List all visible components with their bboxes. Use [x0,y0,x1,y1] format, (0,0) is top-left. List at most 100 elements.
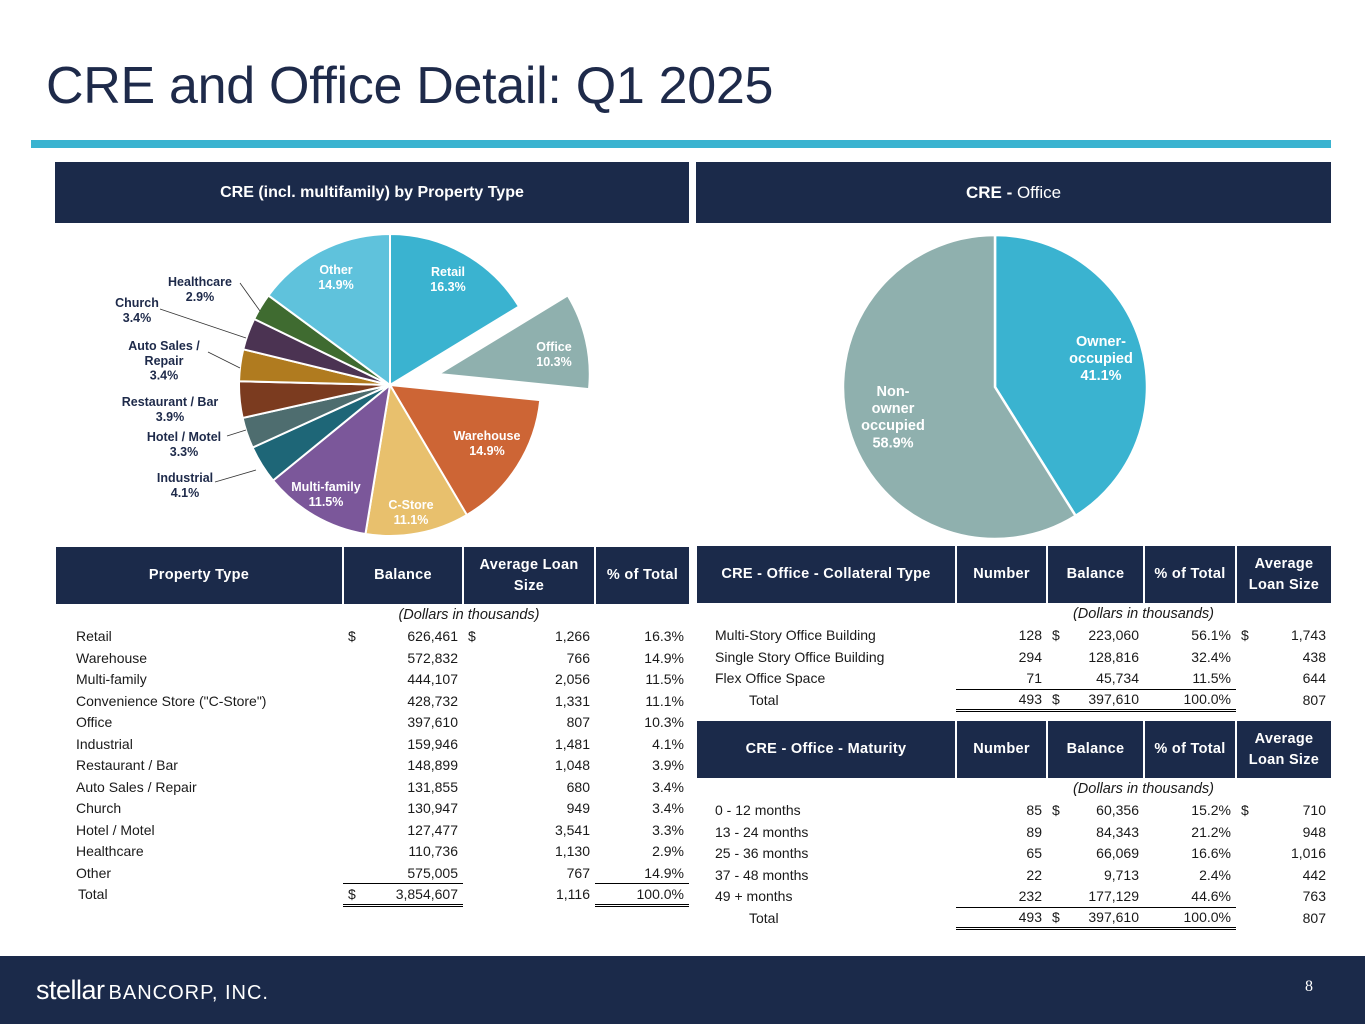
average-loan-size-cell: 1,481 [463,733,595,755]
average-loan-size-cell: 949 [463,798,595,820]
cell-value: 442 [1302,866,1326,883]
average-loan-size-cell: $1,743 [1236,625,1331,647]
average-loan-size-cell: 1,130 [463,841,595,863]
pct-total-cell: 16.6% [1191,845,1231,862]
balance-cell: 131,855 [343,776,463,798]
pie-label-auto-sales-repair-line: Auto Sales / [128,339,200,353]
pct-total-cell: 2.4% [1199,866,1231,883]
pct-total-cell: 11.5% [1144,667,1236,690]
table-row: Other 575,005 767 14.9% [56,862,689,884]
balance-cell: 66,069 [1047,843,1144,865]
pie-label-restaurant-bar-line: Restaurant / Bar [122,395,219,409]
col-header-average-loan-size: Average Loan Size [462,547,595,604]
balance-cell: 130,947 [343,798,463,820]
average-loan-size-cell: 767 [463,862,595,884]
property-type-cell: Industrial [76,735,133,752]
pct-total-cell: 10.3% [644,714,684,731]
pie-label-church-line: Church [115,296,159,310]
pct-total-cell: 3.4% [652,778,684,795]
pie-label-other: Other 14.9% [318,263,353,292]
number-cell: 22 [1026,866,1042,883]
pct-total-cell: 3.9% [652,757,684,774]
table-row: Restaurant / Bar 148,899 1,048 3.9% [56,755,689,777]
cell-value: 148,899 [407,757,458,774]
property-type-cell: Church [76,800,122,817]
units-note: (Dollars in thousands) [1072,605,1215,622]
units-note-row: (Dollars in thousands) [697,778,1331,800]
cell-value: 644 [1302,670,1326,687]
pie-slice-multi-family [271,382,392,536]
currency-symbol: $ [1241,627,1249,644]
total-number-cell: 493 [956,689,1047,712]
average-loan-size-cell: 442 [1236,864,1331,886]
total-balance-cell: $397,610 [1047,689,1144,712]
total-balance-cell: $3,854,607 [343,883,463,907]
pie-slice-non-owner-occupied [841,233,1078,541]
total-pct-cell: 100.0% [1144,907,1236,930]
cell-value: 1,016 [1290,845,1326,862]
average-loan-size-cell: 680 [463,776,595,798]
pie-label-auto-sales-repair-line: 3.4% [150,369,179,383]
property-type-cell: Auto Sales / Repair [76,778,197,795]
col-header-balance: Balance [342,547,463,604]
balance-cell: 428,732 [343,690,463,712]
number-cell: 89 [1026,823,1042,840]
average-loan-size-cell: 1,016 [1236,843,1331,865]
col-header-balance: Balance [1046,546,1144,603]
spacer [56,604,343,626]
cell-value: 1,481 [554,735,590,752]
cell-value: 763 [1302,888,1326,905]
spacer [595,604,689,626]
balance-cell: 127,477 [343,819,463,841]
row-label-cell: 25 - 36 months [715,845,809,862]
balance-cell: $626,461 [343,626,463,648]
number-cell: 71 [956,667,1047,690]
cell-value: 66,069 [1096,845,1139,862]
table-row: Flex Office Space 71 45,734 11.5% 644 [697,667,1331,690]
cell-value: 397,610 [407,714,458,731]
pie-label-multi-family: Multi-family 11.5% [291,480,360,509]
property-type-cell: Hotel / Motel [76,821,155,838]
average-loan-size-cell: $1,266 [463,626,595,648]
cell-value: 807 [566,714,590,731]
row-label-cell: 13 - 24 months [715,823,809,840]
office-maturity-table: CRE - Office - Maturity Number Balance %… [697,721,1331,930]
cell-value: 572,832 [407,649,458,666]
average-loan-size-cell: $710 [1236,800,1331,822]
pie-label-healthcare: Healthcare 2.9% [168,275,232,304]
pct-total-cell: 4.1% [652,735,684,752]
cell-value: 60,356 [1096,802,1139,819]
average-loan-size-cell: 1,331 [463,690,595,712]
col-header-maturity: CRE - Office - Maturity [697,721,956,778]
company-logo: stellar BANCORP, INC. [36,975,269,1006]
pie-label-retail-line: Retail [431,265,465,279]
currency-symbol: $ [1052,802,1060,819]
spacer [697,778,956,800]
cell-value: 45,734 [1096,670,1139,686]
average-loan-size-cell: 948 [1236,821,1331,843]
total-row: Total $3,854,607 1,116 100.0% [56,883,689,907]
pie-slice-other [266,232,391,387]
number-cell: 85 [1026,802,1042,819]
pct-total-cell: 14.9% [595,862,689,884]
average-loan-size-cell: 763 [1236,886,1331,908]
leader-line [226,429,247,437]
pie-slice-c-store [364,382,469,537]
balance-cell: $60,356 [1047,800,1144,822]
col-header-number: Number [955,721,1047,778]
total-label: Total [749,909,779,926]
section-header-prefix: CRE - [965,182,1017,202]
currency-symbol: $ [1241,802,1249,819]
table-row: Auto Sales / Repair 131,855 680 3.4% [56,776,689,798]
pie-label-office-line: Office [536,340,571,354]
pie-label-warehouse-line: 14.9% [469,444,504,458]
leader-line [239,282,261,312]
cell-value: 575,005 [407,864,458,881]
pie-label-hotel-motel-line: 3.3% [170,445,199,459]
number-cell: 294 [1018,648,1042,665]
table-row: Healthcare 110,736 1,130 2.9% [56,841,689,863]
units-note: (Dollars in thousands) [398,606,540,623]
cell-value: 428,732 [407,692,458,709]
cell-value: 949 [566,800,590,817]
cell-value: 766 [566,649,590,666]
